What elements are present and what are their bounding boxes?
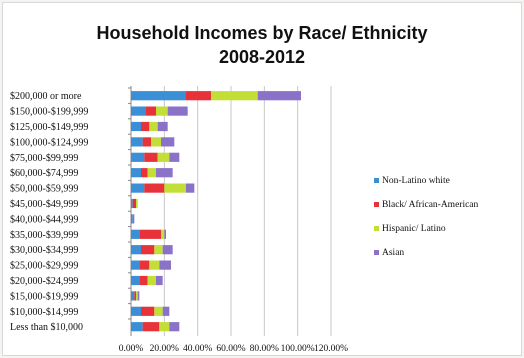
bar-segment bbox=[131, 106, 146, 116]
x-tick-label: 40.00% bbox=[183, 344, 212, 354]
legend-swatch bbox=[374, 178, 379, 183]
bar-segment bbox=[131, 322, 143, 332]
category-label: $45,000-$49,999 bbox=[10, 199, 78, 210]
bar-segment bbox=[131, 260, 140, 270]
bar-segment bbox=[154, 306, 163, 316]
x-tick-label: 0.00% bbox=[119, 344, 144, 354]
bar-segment bbox=[134, 291, 136, 301]
bar-segment bbox=[157, 152, 170, 162]
bar-segment bbox=[147, 275, 156, 286]
bar-segment bbox=[131, 291, 135, 301]
bar-segment bbox=[139, 229, 161, 239]
bar-segment bbox=[161, 137, 175, 147]
x-tick-label: 20.00% bbox=[150, 344, 179, 354]
category-label: $10,000-$14,999 bbox=[10, 307, 78, 318]
category-label: $25,000-$29,999 bbox=[10, 261, 78, 272]
bar-segment bbox=[131, 229, 140, 239]
x-tick-label: 120.00% bbox=[314, 344, 348, 354]
bar-segment bbox=[164, 229, 166, 239]
bar-segment bbox=[131, 245, 141, 255]
bar-segment bbox=[159, 260, 171, 270]
legend-label: Hispanic/ Latino bbox=[382, 224, 446, 234]
category-label: $35,000-$39,999 bbox=[10, 230, 78, 241]
category-label: $15,000-$19,999 bbox=[10, 291, 78, 302]
x-tick-label: 100.00% bbox=[281, 344, 315, 354]
category-label: $200,000 or more bbox=[10, 91, 82, 102]
chart-subtitle: 2008-2012 bbox=[218, 47, 306, 67]
bar-segment bbox=[131, 198, 133, 209]
bar-segment bbox=[131, 137, 143, 147]
bar-segment bbox=[157, 121, 168, 132]
bar-segment bbox=[154, 245, 163, 255]
bar-segment bbox=[131, 121, 141, 132]
legend-swatch bbox=[374, 250, 379, 255]
bar-segment bbox=[156, 275, 163, 286]
bar-segment bbox=[162, 306, 170, 316]
bar-segment bbox=[186, 91, 211, 101]
chart-title: Household Incomes by Race/ Ethnicity bbox=[96, 23, 428, 43]
bar-segment bbox=[169, 152, 180, 162]
legend-label: Black/ African-American bbox=[382, 199, 479, 210]
category-label: $30,000-$34,999 bbox=[10, 245, 78, 256]
bar-segment bbox=[131, 152, 145, 162]
bar-segment bbox=[211, 91, 258, 101]
bar-segment bbox=[141, 121, 150, 132]
bar-segment bbox=[136, 291, 138, 301]
category-label: $150,000-$199,999 bbox=[10, 107, 88, 118]
legend-label: Asian bbox=[382, 248, 404, 258]
category-label: $20,000-$24,999 bbox=[10, 276, 78, 287]
bar-segment bbox=[162, 245, 173, 255]
bar-segment bbox=[146, 106, 156, 116]
legend-label: Non-Latino white bbox=[382, 176, 450, 186]
category-label: Less than $10,000 bbox=[10, 322, 83, 333]
bar-segment bbox=[164, 183, 186, 193]
bar-segment bbox=[139, 275, 148, 286]
legend-swatch bbox=[374, 226, 379, 231]
bar-segment bbox=[149, 121, 158, 132]
bar-segment bbox=[131, 168, 141, 178]
x-tick-label: 80.00% bbox=[250, 344, 279, 354]
bar-segment bbox=[144, 152, 158, 162]
bar-segment bbox=[131, 275, 140, 286]
bar-segment bbox=[141, 168, 148, 178]
bar-segment bbox=[132, 214, 135, 224]
category-label: $60,000-$74,999 bbox=[10, 168, 78, 179]
category-label: $100,000-$124,999 bbox=[10, 137, 88, 148]
bar-segment bbox=[132, 198, 136, 209]
bar-segment bbox=[139, 260, 150, 270]
bar-segment bbox=[156, 106, 168, 116]
bar-segment bbox=[159, 322, 170, 332]
bar-segment bbox=[144, 183, 165, 193]
bar-segment bbox=[167, 106, 188, 116]
bar-segment bbox=[161, 229, 165, 239]
bar-segment bbox=[131, 214, 133, 224]
bar-segment bbox=[131, 91, 186, 101]
category-label: $40,000-$44,999 bbox=[10, 214, 78, 225]
bar-segment bbox=[147, 168, 156, 178]
legend-swatch bbox=[374, 202, 379, 207]
bar-segment bbox=[142, 137, 151, 147]
category-label: $50,000-$59,999 bbox=[10, 184, 78, 195]
bar-segment bbox=[131, 306, 141, 316]
bar-segment bbox=[142, 322, 160, 332]
bar-segment bbox=[141, 245, 155, 255]
bar-segment bbox=[156, 168, 173, 178]
bar-segment bbox=[169, 322, 180, 332]
bar-segment bbox=[257, 91, 301, 101]
category-label: $75,000-$99,999 bbox=[10, 153, 78, 164]
bar-segment bbox=[186, 183, 195, 193]
bar-segment bbox=[131, 183, 145, 193]
bar-segment bbox=[149, 260, 160, 270]
x-tick-label: 60.00% bbox=[216, 344, 245, 354]
bar-segment bbox=[137, 291, 140, 301]
bar-segment bbox=[141, 306, 155, 316]
bar-segment bbox=[151, 137, 161, 147]
category-label: $125,000-$149,999 bbox=[10, 122, 88, 133]
bar-segment bbox=[136, 198, 138, 209]
